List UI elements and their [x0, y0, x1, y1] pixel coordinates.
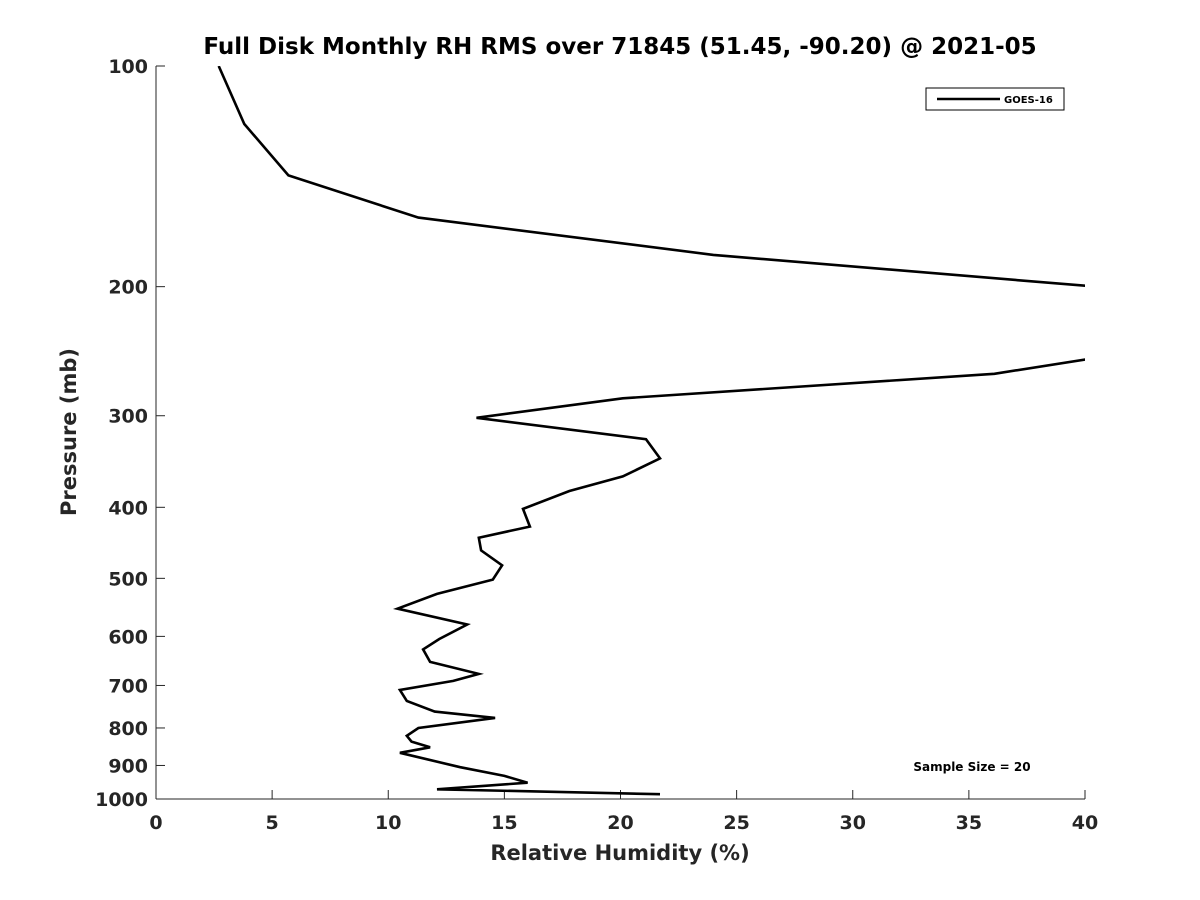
series-line-goes-16: [217, 66, 1085, 796]
legend-label-goes-16: GOES-16: [1004, 95, 1053, 106]
legend: GOES-16: [925, 87, 1065, 111]
y-tick-label: 800: [108, 718, 148, 740]
x-tick-label: 15: [491, 812, 517, 834]
y-axis-title: Pressure (mb): [57, 348, 81, 516]
sample-size-annotation: Sample Size = 20: [913, 760, 1030, 774]
y-tick-label: 700: [108, 675, 148, 697]
x-tick-label: 20: [607, 812, 633, 834]
x-tick-label: 5: [266, 812, 279, 834]
y-tick-label: 200: [108, 277, 148, 299]
x-tick-label: 40: [1072, 812, 1098, 834]
x-tick-label: 25: [723, 812, 749, 834]
y-tick-label: 900: [108, 755, 148, 777]
y-tick-label: 1000: [95, 789, 148, 811]
y-tick-label: 400: [108, 497, 148, 519]
x-tick-label: 0: [149, 812, 162, 834]
y-tick-label: 100: [108, 56, 148, 78]
x-tick-label: 10: [375, 812, 401, 834]
y-tick-label: 600: [108, 626, 148, 648]
x-tick-label: 35: [956, 812, 982, 834]
y-tick-label: 500: [108, 568, 148, 590]
x-tick-label: 30: [840, 812, 866, 834]
y-tick-label: 300: [108, 406, 148, 428]
plot-area: 0 5 10 15 20 25 30 35 40 100 200 300 400 500 600 700 800…: [95, 56, 1098, 834]
x-axis-title: Relative Humidity (%): [490, 841, 749, 865]
chart-title: Full Disk Monthly RH RMS over 71845 (51.…: [203, 34, 1036, 60]
